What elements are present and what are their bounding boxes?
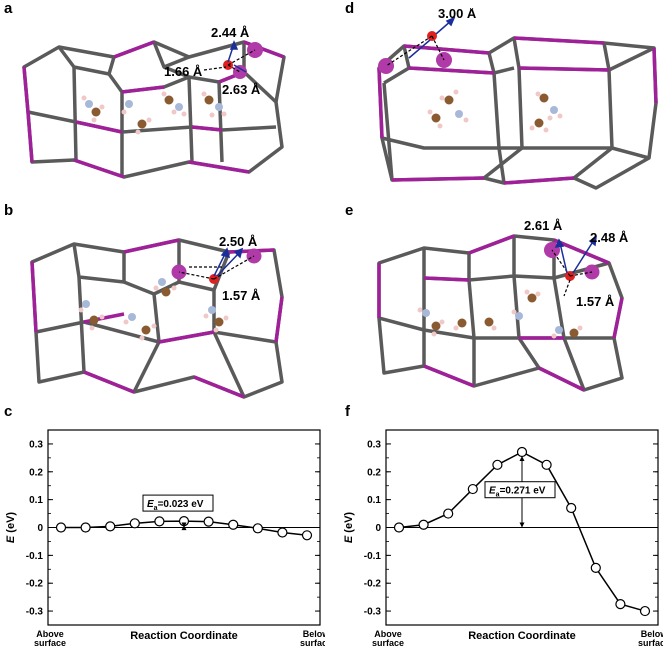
metal-sphere: [378, 58, 394, 74]
distance-label: 2.50 Å: [219, 234, 258, 249]
y-tick-label: -0.3: [26, 607, 44, 618]
metal-sphere: [233, 65, 247, 79]
distance-label: 2.63 Å: [222, 82, 261, 97]
barrier-annotation: Ea=0.023 eV: [147, 499, 204, 512]
data-point: [55, 522, 67, 533]
data-point: [228, 519, 239, 530]
data-point: [252, 523, 263, 534]
barrier-annotation-box: [142, 494, 214, 512]
y-tick-label: -0.2: [364, 579, 382, 590]
data-point: [590, 562, 601, 573]
data-point: [492, 459, 503, 470]
y-tick-label: 0.1: [367, 495, 381, 506]
data-point: [154, 516, 165, 527]
cage-structure-a: 2.44 Å 1.66 Å 2.63 Å: [22, 25, 286, 179]
data-point: [566, 502, 577, 514]
data-point: [203, 516, 214, 527]
methylammonium-molecules: [417, 289, 583, 339]
methylammonium-molecules: [427, 89, 563, 133]
y-tick-label: 0: [37, 523, 43, 534]
barrier-arrow-head: [519, 456, 525, 462]
y-tick-label: 0.3: [29, 439, 43, 450]
end-label: surface: [638, 638, 663, 648]
data-point: [639, 605, 651, 617]
data-point: [129, 518, 140, 529]
data-point: [301, 530, 313, 541]
y-tick-label: 0.2: [29, 467, 43, 478]
y-axis-label: E (eV): [5, 512, 17, 544]
end-label: surface: [300, 638, 325, 648]
data-point: [516, 446, 528, 458]
y-tick-label: -0.1: [26, 551, 44, 562]
barrier-arrow-head: [519, 522, 525, 528]
methylammonium-molecules: [78, 278, 229, 341]
data-point: [615, 599, 626, 610]
methylammonium-molecules: [81, 91, 227, 135]
cage-structure-e: 2.61 Å 2.48 Å 1.57 Å: [377, 218, 629, 392]
distance-label: 2.44 Å: [211, 25, 250, 40]
y-tick-label: 0.3: [367, 439, 381, 450]
panel-letter-c: c: [4, 403, 13, 420]
data-point: [393, 522, 405, 533]
start-label: surface: [34, 638, 66, 648]
y-tick-label: 0: [375, 523, 381, 534]
y-tick-label: -0.2: [26, 579, 44, 590]
data-point: [443, 508, 454, 519]
start-label: Above: [36, 629, 64, 639]
distance-label: 1.57 Å: [576, 294, 615, 309]
end-label: Below: [303, 629, 325, 639]
barrier-annotation: Ea=0.271 eV: [489, 486, 546, 499]
panel-letter-f: f: [345, 403, 350, 420]
data-point: [467, 483, 478, 495]
y-axis-label: E (eV): [343, 512, 355, 544]
data-point: [105, 521, 116, 532]
panel-letter-d: d: [345, 0, 355, 17]
energy-chart-f: 0.3 0.2 0.1 0 -0.1 -0.2 -0.3 E (eV) Reaction Coo…: [343, 429, 663, 648]
energy-chart-c: 0.3 0.2 0.1 0 -0.1 -0.2 -0.3 E (eV) Reaction Coo…: [5, 429, 325, 648]
data-point: [277, 527, 288, 538]
x-axis-label: Reaction Coordinate: [130, 630, 238, 642]
y-tick-label: 0.1: [29, 495, 43, 506]
distance-label: 2.48 Å: [590, 230, 629, 245]
y-tick-label: -0.3: [364, 607, 382, 618]
barrier-annotation-box: [484, 481, 556, 499]
barrier-arrow-head: [181, 525, 187, 531]
data-point: [80, 522, 91, 533]
start-label: Above: [374, 629, 402, 639]
x-axis-label: Reaction Coordinate: [468, 630, 576, 642]
barrier-arrow-head: [181, 522, 187, 528]
data-point: [541, 459, 552, 470]
y-tick-label: 0.2: [367, 467, 381, 478]
y-tick-label: -0.1: [364, 551, 382, 562]
panel-letter-e: e: [345, 202, 354, 219]
start-label: surface: [372, 638, 404, 648]
panel-letter-a: a: [4, 0, 13, 17]
distance-label: 2.61 Å: [524, 218, 563, 233]
distance-label: 1.57 Å: [222, 288, 261, 303]
cage-structure-d: 3.00 Å: [377, 8, 658, 190]
distance-label: 3.00 Å: [438, 8, 477, 21]
cage-structure-b: 2.50 Å 1.57 Å: [30, 234, 284, 399]
distance-label: 1.66 Å: [164, 64, 203, 79]
end-label: Below: [641, 629, 663, 639]
data-point: [418, 519, 429, 530]
panel-letter-b: b: [4, 202, 14, 219]
